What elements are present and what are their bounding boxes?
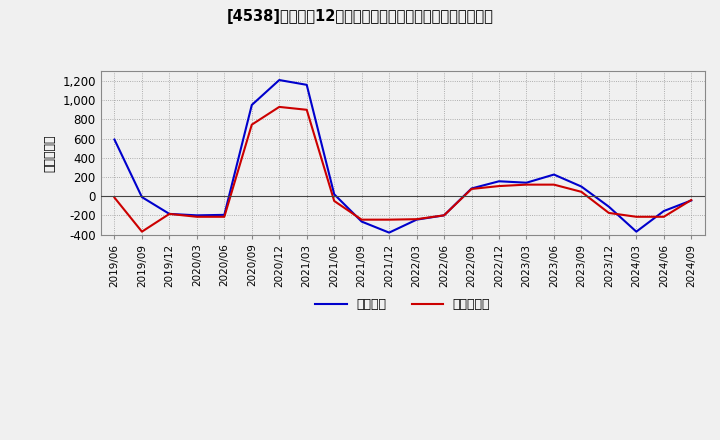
当期純利益 xyxy=(192,214,201,220)
経常利益 xyxy=(413,217,421,222)
当期純利益 xyxy=(275,104,284,110)
当期純利益 xyxy=(577,189,585,194)
当期純利益 xyxy=(467,186,476,191)
当期純利益 xyxy=(660,214,668,220)
経常利益 xyxy=(192,213,201,218)
当期純利益 xyxy=(138,229,146,234)
Line: 経常利益: 経常利益 xyxy=(114,80,691,233)
経常利益 xyxy=(467,186,476,191)
経常利益 xyxy=(660,209,668,214)
経常利益 xyxy=(384,230,393,235)
経常利益 xyxy=(605,204,613,209)
当期純利益 xyxy=(248,122,256,127)
当期純利益 xyxy=(440,213,449,218)
経常利益 xyxy=(248,103,256,108)
当期純利益 xyxy=(384,217,393,222)
経常利益 xyxy=(302,82,311,88)
経常利益 xyxy=(632,229,641,234)
経常利益 xyxy=(165,211,174,216)
Text: [4538]　利益の12か月移動合計の対前年同期増減額の推移: [4538] 利益の12か月移動合計の対前年同期増減額の推移 xyxy=(227,9,493,24)
当期純利益 xyxy=(605,210,613,216)
経常利益 xyxy=(549,172,558,177)
当期純利益 xyxy=(687,198,696,203)
経常利益 xyxy=(495,179,503,184)
Line: 当期純利益: 当期純利益 xyxy=(114,107,691,231)
当期純利益 xyxy=(220,214,229,220)
経常利益 xyxy=(440,213,449,218)
経常利益 xyxy=(138,194,146,200)
Y-axis label: （百万円）: （百万円） xyxy=(44,134,57,172)
経常利益 xyxy=(522,180,531,185)
当期純利益 xyxy=(110,195,119,200)
経常利益 xyxy=(275,77,284,83)
当期純利益 xyxy=(495,183,503,189)
経常利益 xyxy=(220,212,229,217)
経常利益 xyxy=(330,191,338,197)
当期純利益 xyxy=(632,214,641,220)
当期純利益 xyxy=(522,182,531,187)
当期純利益 xyxy=(549,182,558,187)
Legend: 経常利益, 当期純利益: 経常利益, 当期純利益 xyxy=(310,293,495,316)
経常利益 xyxy=(577,184,585,189)
当期純利益 xyxy=(413,216,421,222)
経常利益 xyxy=(687,198,696,203)
当期純利益 xyxy=(165,211,174,216)
当期純利益 xyxy=(302,107,311,113)
経常利益 xyxy=(357,219,366,224)
当期純利益 xyxy=(330,198,338,204)
当期純利益 xyxy=(357,217,366,222)
経常利益 xyxy=(110,137,119,142)
